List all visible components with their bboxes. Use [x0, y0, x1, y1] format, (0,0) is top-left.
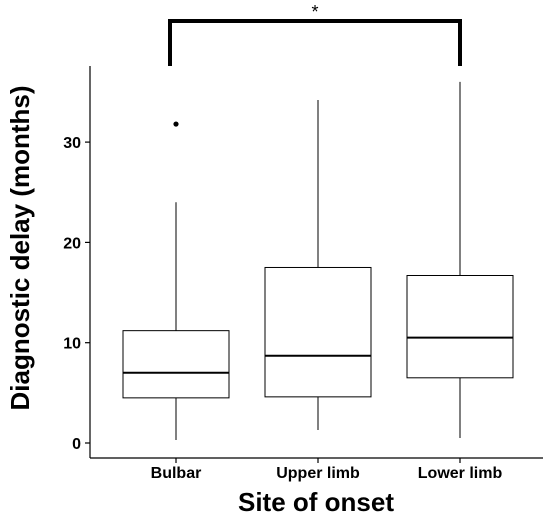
outlier-point — [173, 121, 179, 127]
x-tick-label: Lower limb — [418, 465, 503, 482]
iqr-box — [264, 266, 372, 398]
box-upper-limb — [264, 99, 372, 430]
iqr-box — [122, 330, 230, 399]
boxes — [122, 81, 514, 440]
x-tick-label: Upper limb — [276, 465, 360, 482]
box-lower-limb — [406, 81, 514, 438]
axes — [89, 66, 543, 459]
x-ticks: Bulbar Upper limb Lower limb — [151, 458, 503, 482]
x-axis-title: Site of onset — [238, 487, 394, 517]
iqr-box — [406, 274, 514, 379]
y-tick-label: 10 — [63, 336, 81, 353]
x-tick-label: Bulbar — [151, 465, 202, 482]
box-bulbar — [122, 121, 230, 440]
y-ticks: 0 10 20 30 — [63, 135, 90, 453]
y-tick-label: 20 — [63, 235, 81, 252]
y-axis-title: Diagnostic delay (months) — [5, 85, 35, 410]
y-tick-label: 0 — [72, 436, 81, 453]
significance-bracket — [168, 19, 462, 66]
significance-label: * — [311, 2, 318, 22]
significance-annotation: * — [168, 2, 462, 66]
y-tick-label: 30 — [63, 135, 81, 152]
